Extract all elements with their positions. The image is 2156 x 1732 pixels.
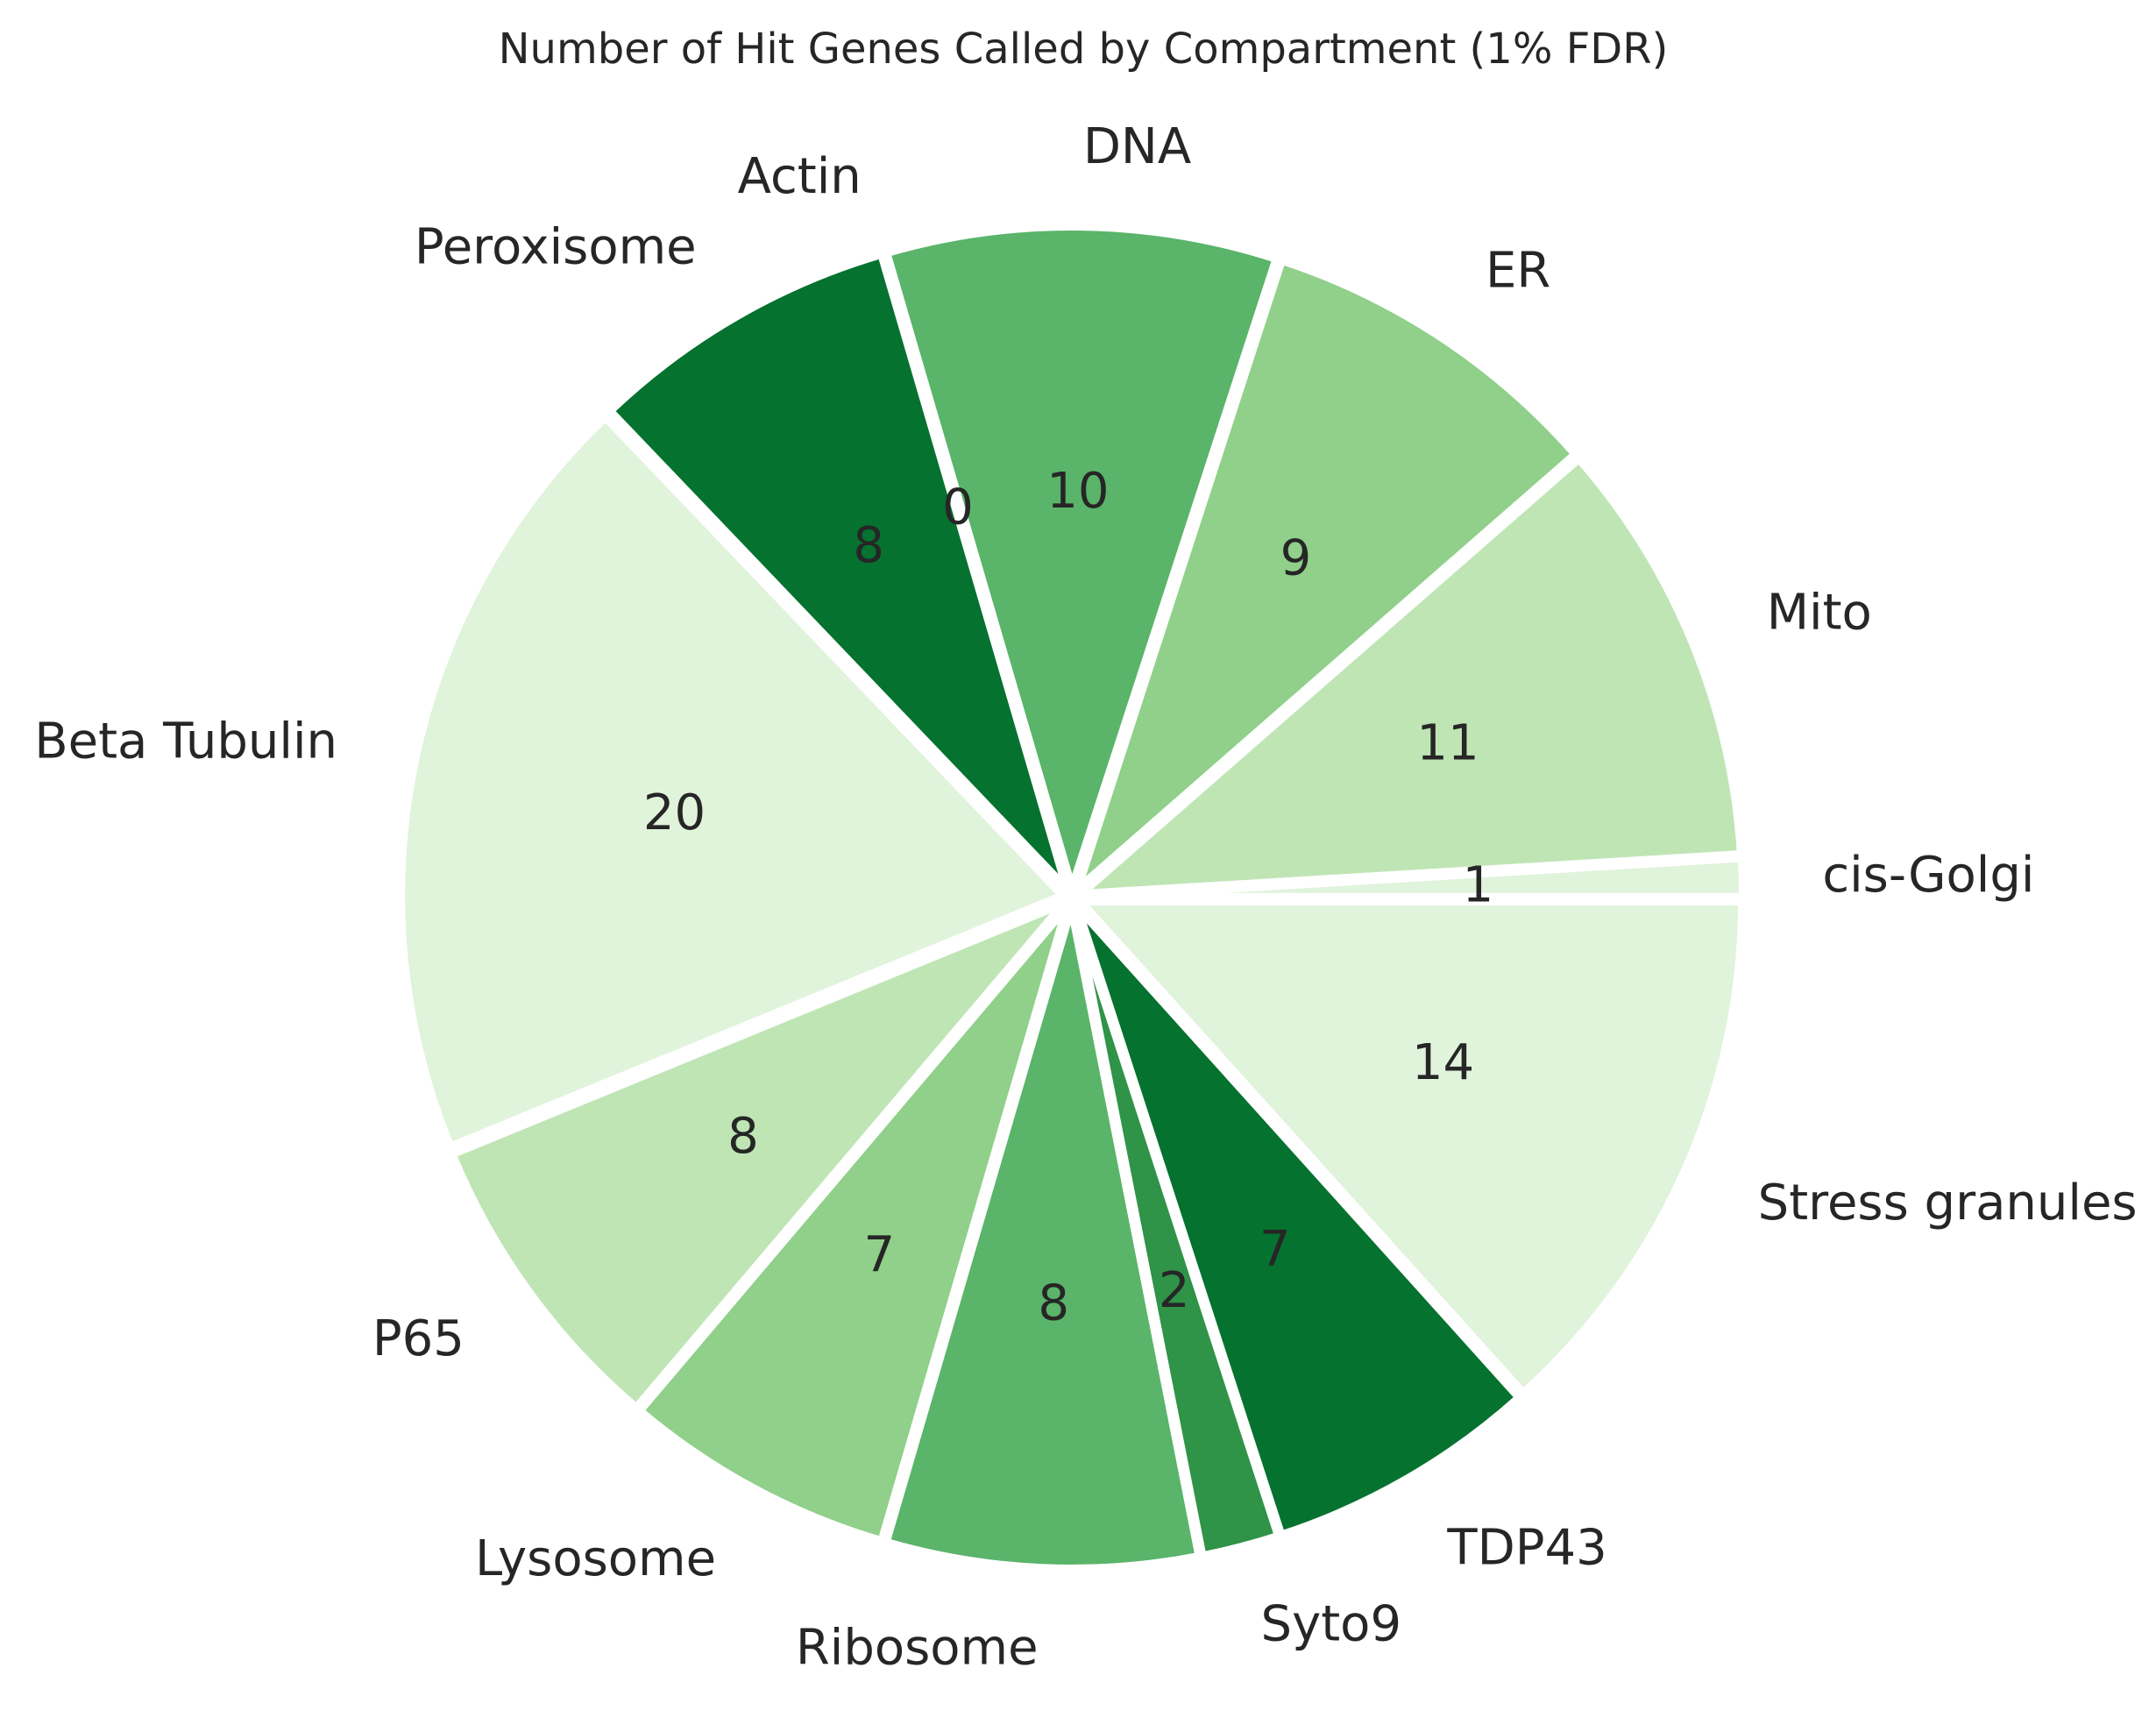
- value-label-dna: 10: [1046, 463, 1109, 520]
- value-label-stress-granules: 14: [1412, 1034, 1474, 1091]
- value-label-peroxisome: 8: [853, 517, 884, 574]
- chart-title: Number of Hit Genes Called by Compartmen…: [499, 25, 1669, 74]
- pie-category-labels: cis-Golgi Mito ER DNA Actin Peroxisome Beta Tu…: [34, 118, 2137, 1676]
- category-label-lysosome: Lysosome: [475, 1530, 716, 1587]
- category-label-actin: Actin: [738, 148, 862, 205]
- category-label-dna: DNA: [1083, 118, 1191, 175]
- value-label-syto9: 2: [1159, 1262, 1190, 1319]
- category-label-er: ER: [1486, 243, 1550, 300]
- category-label-syto9: Syto9: [1261, 1596, 1402, 1653]
- category-label-beta-tubulin: Beta Tubulin: [34, 713, 337, 770]
- pie-slice-stress-granules: [1069, 897, 1748, 1400]
- value-label-er: 9: [1280, 530, 1312, 587]
- pie-slice-tdp43: [1072, 902, 1526, 1541]
- category-label-p65: P65: [372, 1310, 465, 1367]
- category-label-ribosome: Ribosome: [796, 1619, 1039, 1676]
- value-label-p65: 8: [727, 1108, 759, 1165]
- pie-slice-mito: [1067, 451, 1747, 900]
- pie-wedges: [396, 222, 1748, 1573]
- pie-slice-p65: [445, 898, 1068, 1415]
- pie-slice-dna: [880, 222, 1283, 904]
- value-label-beta-tubulin: 20: [643, 784, 706, 841]
- category-label-tdp43: TDP43: [1446, 1519, 1606, 1576]
- category-label-cis-golgi: cis-Golgi: [1822, 847, 2034, 904]
- category-label-peroxisome: Peroxisome: [415, 219, 697, 276]
- value-label-cis-golgi: 1: [1463, 857, 1494, 914]
- value-label-tdp43: 7: [1259, 1221, 1291, 1278]
- pie-slice-beta-tubulin: [396, 410, 1071, 1153]
- category-label-mito: Mito: [1767, 585, 1872, 642]
- value-label-actin: 0: [942, 479, 974, 536]
- pie-slice-ribosome: [880, 905, 1205, 1573]
- category-label-stress-granules: Stress granules: [1758, 1175, 2138, 1232]
- value-label-lysosome: 7: [863, 1227, 895, 1284]
- pie-slice-lysosome: [633, 902, 1073, 1547]
- value-label-mito: 11: [1416, 715, 1479, 772]
- value-label-ribosome: 8: [1038, 1275, 1069, 1332]
- pie-slice-peroxisome: [603, 248, 1072, 893]
- pie-slice-er: [1067, 254, 1582, 905]
